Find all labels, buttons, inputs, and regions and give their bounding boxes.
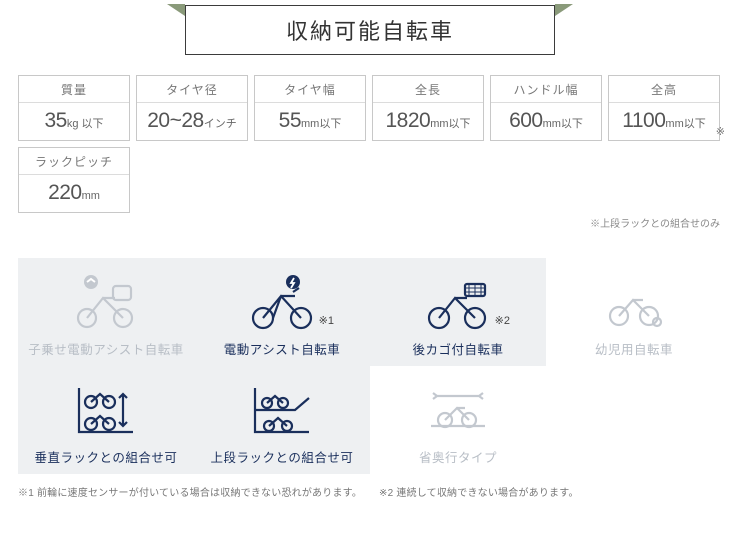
bike-icon <box>72 379 140 441</box>
spec-value: 1820mm以下 <box>373 103 483 140</box>
spec-sup: ※ <box>716 125 725 138</box>
icon-label: 幼児用自転車 <box>595 333 673 358</box>
spec-grid: 質量35kg 以下タイヤ径20~28インチタイヤ幅55mm以下全長1820mm以… <box>0 75 740 213</box>
spec-cell: 全長1820mm以下 <box>372 75 484 141</box>
icon-cell: 幼児用自転車 <box>546 258 722 366</box>
footnote-1: ※1 前輪に速度センサーが付いている場合は収納できない恐れがあります。 <box>18 488 362 499</box>
bike-icon <box>248 271 316 333</box>
icon-cell: 省奥行タイプ <box>370 366 546 474</box>
icon-mark: ※2 <box>495 314 510 327</box>
bike-icon <box>600 271 668 333</box>
spec-cell: タイヤ径20~28インチ <box>136 75 248 141</box>
spec-label: タイヤ幅 <box>255 76 365 103</box>
icon-label: 後カゴ付自転車 <box>412 333 503 358</box>
icon-cell: ※2 後カゴ付自転車 <box>370 258 546 366</box>
icon-label: 子乗せ電動アシスト自転車 <box>28 333 184 358</box>
icon-cell: 上段ラックとの組合せ可 <box>194 366 370 474</box>
bike-icon <box>424 271 492 333</box>
title-bar: 収納可能自転車 <box>185 5 555 55</box>
spec-note: ※上段ラックとの組合せのみ <box>0 213 740 230</box>
spec-value: 35kg 以下 <box>19 103 129 140</box>
icon-cell: 垂直ラックとの組合せ可 <box>18 366 194 474</box>
spec-label: 質量 <box>19 76 129 103</box>
footnotes: ※1 前輪に速度センサーが付いている場合は収納できない恐れがあります。 ※2 連… <box>0 478 740 499</box>
spec-label: タイヤ径 <box>137 76 247 103</box>
bike-icon <box>424 379 492 441</box>
icon-label: 電動アシスト自転車 <box>224 333 341 358</box>
spec-value: 600mm以下 <box>491 103 601 140</box>
page-title: 収納可能自転車 <box>185 5 555 55</box>
spec-value: 1100mm以下 <box>609 103 719 140</box>
icon-label: 省奥行タイプ <box>419 441 497 466</box>
spec-value: 55mm以下 <box>255 103 365 140</box>
footnote-2: ※2 連続して収納できない場合があります。 <box>379 488 579 499</box>
spec-value: 220mm <box>19 175 129 212</box>
icon-label: 上段ラックとの組合せ可 <box>211 441 354 466</box>
icon-cell: ※1 電動アシスト自転車 <box>194 258 370 366</box>
spec-cell: ラックピッチ220mm <box>18 147 130 213</box>
spec-label: ラックピッチ <box>19 148 129 175</box>
icon-label: 垂直ラックとの組合せ可 <box>35 441 178 466</box>
spec-label: 全長 <box>373 76 483 103</box>
spec-cell: タイヤ幅55mm以下 <box>254 75 366 141</box>
icon-cell: 子乗せ電動アシスト自転車 <box>18 258 194 366</box>
icon-grid: 子乗せ電動アシスト自転車 ※1 電動アシスト自転車 ※2 後カゴ付自転車 幼児用自転車垂直… <box>0 230 740 478</box>
spec-label: ハンドル幅 <box>491 76 601 103</box>
spec-cell: ハンドル幅600mm以下 <box>490 75 602 141</box>
spec-cell: 質量35kg 以下 <box>18 75 130 141</box>
bike-icon <box>72 271 140 333</box>
spec-cell: 全高1100mm以下※ <box>608 75 720 141</box>
icon-mark: ※1 <box>319 314 334 327</box>
spec-label: 全高 <box>609 76 719 103</box>
bike-icon <box>248 379 316 441</box>
title-ornament-left <box>167 4 185 16</box>
title-ornament-right <box>555 4 573 16</box>
spec-value: 20~28インチ <box>137 103 247 140</box>
